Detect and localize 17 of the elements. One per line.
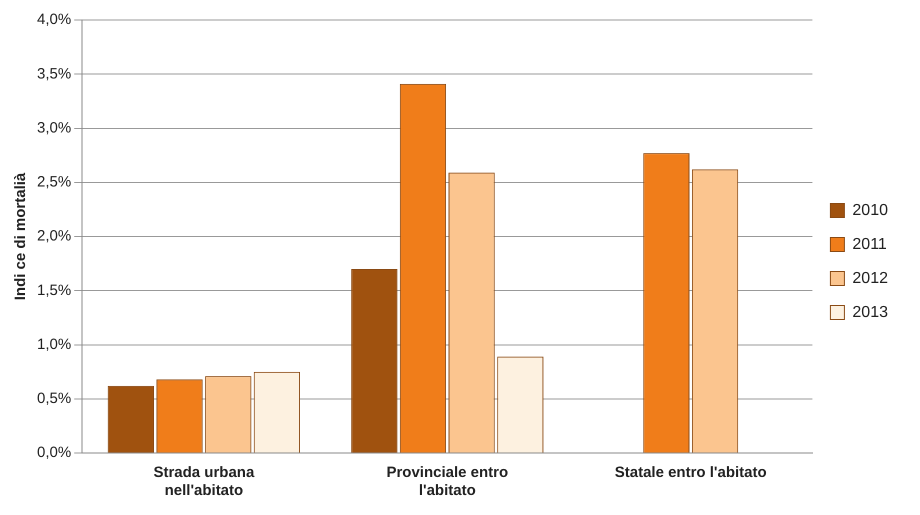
- y-tick-label: 4,0%: [36, 11, 72, 28]
- x-tick-label: Strada urbana nell'abitato: [153, 464, 255, 500]
- y-axis-title: Indi ce di mortalià: [12, 172, 30, 300]
- y-tick-label: 2,5%: [36, 174, 72, 191]
- y-tick-label: 2,0%: [36, 228, 72, 245]
- x-tick-label: Statale entro l'abitato: [614, 464, 767, 482]
- y-tick-label: 1,0%: [36, 336, 72, 353]
- y-tick-label: 1,5%: [36, 282, 72, 299]
- x-tick-label: Provinciale entro l'abitato: [386, 464, 508, 500]
- legend-label: 2013: [852, 304, 888, 321]
- y-tick-label: 3,0%: [36, 119, 72, 136]
- legend-label: 2011: [852, 236, 887, 253]
- y-tick-label: 3,5%: [36, 65, 72, 82]
- y-tick-label: 0,5%: [36, 390, 72, 408]
- legend-label: 2010: [852, 202, 888, 219]
- y-tick-label: 0,0%: [36, 444, 72, 462]
- legend-label: 2012: [852, 270, 888, 287]
